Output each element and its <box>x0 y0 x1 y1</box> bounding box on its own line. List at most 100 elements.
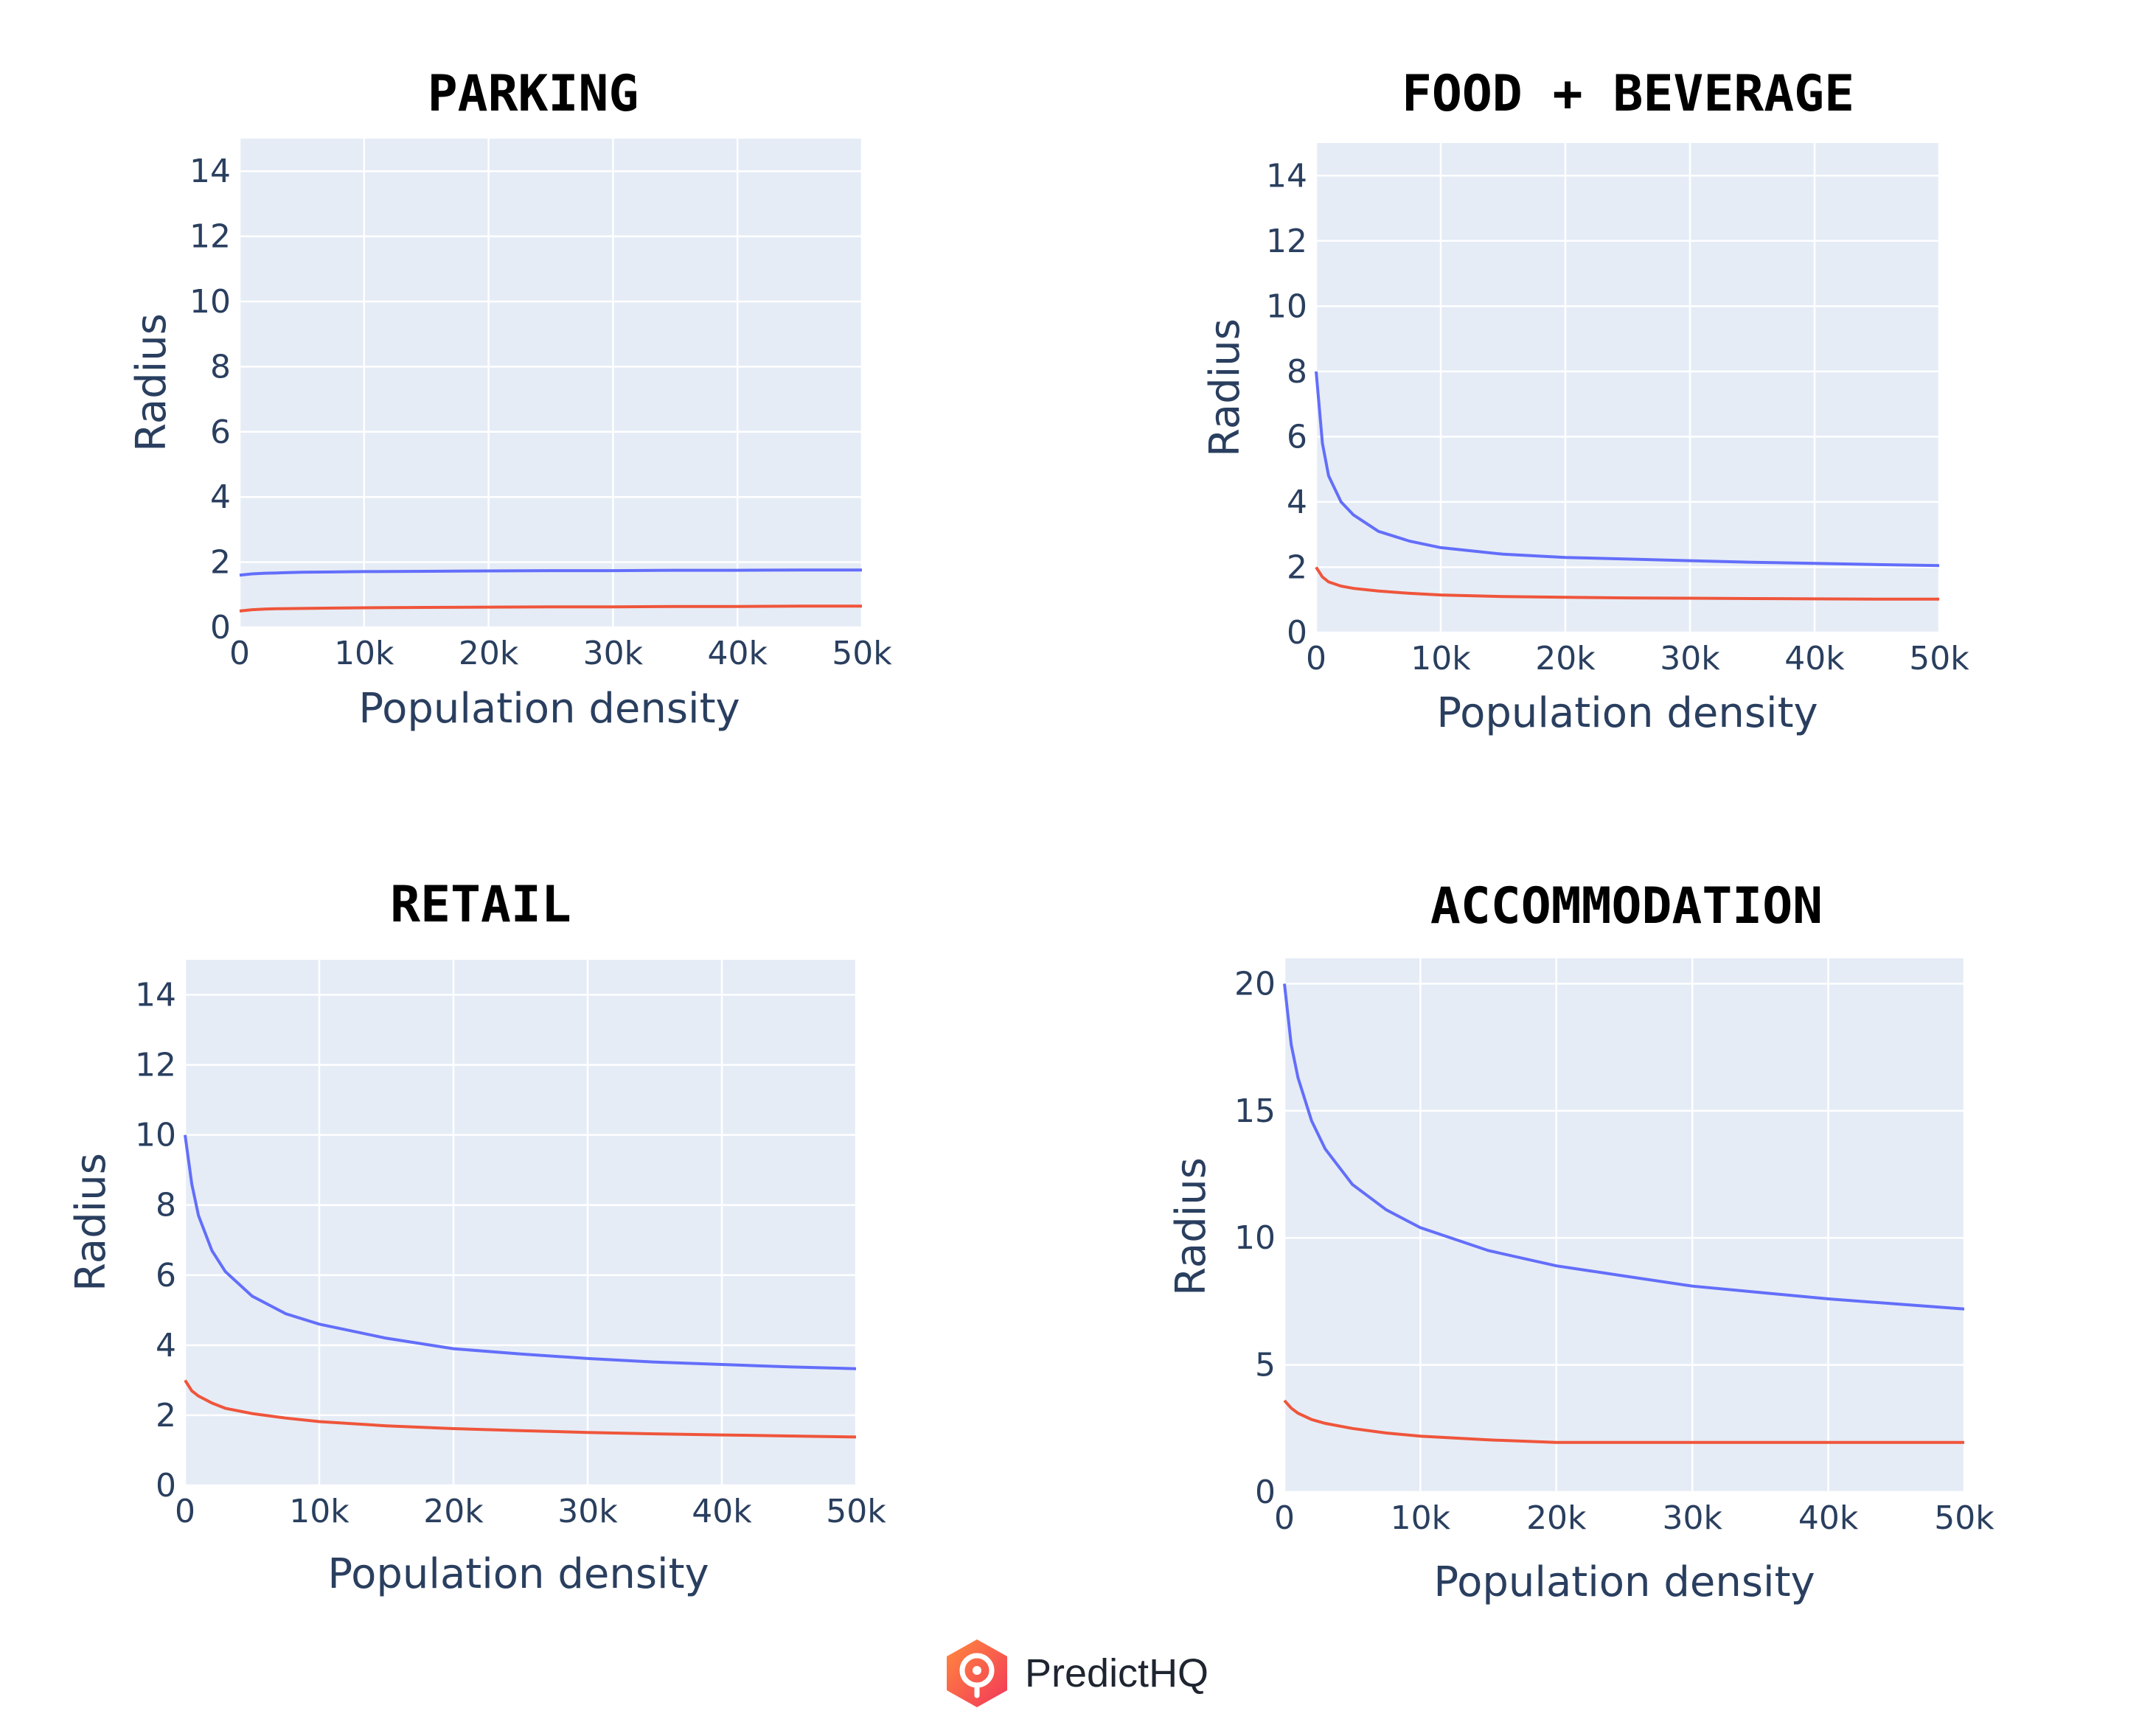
x-axis-label: Population density <box>358 685 740 733</box>
plot-area <box>1284 958 1964 1492</box>
chart-title: FOOD + BEVERAGE <box>1402 65 1854 123</box>
y-tick-label: 10 <box>135 1117 176 1154</box>
gridlines <box>1315 143 1941 634</box>
brand-name: PredictHQ <box>1025 1651 1209 1695</box>
y-tick-label: 12 <box>135 1047 176 1084</box>
plot-area <box>185 960 856 1485</box>
y-ticks: 0 5 10 15 20 <box>1234 965 1276 1511</box>
x-tick-label: 40k <box>692 1493 752 1530</box>
panel-food-beverage: FOOD + BEVERAGE 0 2 4 6 8 10 12 14 0 10k 20k 30k 40… <box>1201 65 1969 737</box>
y-tick-label: 5 <box>1255 1347 1276 1384</box>
y-axis-label: Radius <box>67 1153 115 1291</box>
y-tick-label: 12 <box>1266 223 1307 260</box>
y-ticks: 0 2 4 6 8 10 12 14 <box>135 977 176 1505</box>
y-tick-label: 4 <box>156 1327 176 1364</box>
series-line-lower <box>1315 566 1939 601</box>
y-ticks: 0 2 4 6 8 10 12 14 <box>1266 157 1307 652</box>
y-tick-label: 10 <box>1266 287 1307 325</box>
x-tick-label: 40k <box>1784 640 1845 677</box>
y-tick-label: 10 <box>189 283 231 321</box>
series-lines <box>239 568 862 613</box>
gridlines <box>238 139 863 629</box>
x-tick-label: 10k <box>334 635 394 672</box>
x-ticks: 0 10k 20k 30k 40k 50k <box>175 1493 886 1530</box>
y-tick-label: 4 <box>210 478 231 516</box>
series-line-lower <box>1283 1399 1964 1444</box>
x-ticks: 0 10k 20k 30k 40k 50k <box>1306 640 1969 677</box>
series-line-lower <box>184 1379 857 1439</box>
chart-title: RETAIL <box>390 876 571 934</box>
series-line-upper <box>239 568 862 577</box>
y-tick-label: 0 <box>156 1467 176 1505</box>
x-tick-label: 50k <box>832 635 892 672</box>
y-tick-label: 20 <box>1234 965 1276 1003</box>
chart-title: PARKING <box>428 65 639 123</box>
y-tick-label: 12 <box>189 218 231 256</box>
y-axis-label: Radius <box>128 313 175 452</box>
y-tick-label: 0 <box>1255 1474 1276 1511</box>
x-tick-label: 30k <box>583 635 644 672</box>
y-tick-label: 14 <box>189 153 231 190</box>
x-ticks: 0 10k 20k 30k 40k 50k <box>1274 1499 1994 1537</box>
y-tick-label: 6 <box>1287 418 1307 456</box>
x-tick-label: 30k <box>1660 640 1720 677</box>
y-tick-label: 8 <box>210 348 231 386</box>
x-axis-label: Population density <box>327 1550 709 1598</box>
x-ticks: 0 10k 20k 30k 40k 50k <box>229 635 892 672</box>
panel-parking: PARKING 0 2 4 6 8 10 12 14 0 10k 20k 30k 40k 50k Pop… <box>128 65 892 733</box>
y-tick-label: 4 <box>1287 484 1307 521</box>
y-tick-label: 6 <box>156 1257 176 1294</box>
y-tick-label: 14 <box>1266 157 1307 195</box>
y-ticks: 0 2 4 6 8 10 12 14 <box>189 153 231 646</box>
x-tick-label: 20k <box>423 1493 484 1530</box>
series-lines <box>1315 371 1940 601</box>
x-tick-label: 50k <box>1909 640 1969 677</box>
x-tick-label: 20k <box>459 635 519 672</box>
x-tick-label: 30k <box>557 1493 618 1530</box>
y-tick-label: 10 <box>1234 1219 1276 1257</box>
y-tick-label: 14 <box>135 977 176 1014</box>
gridlines <box>1283 958 1966 1493</box>
x-tick-label: 10k <box>1391 1499 1451 1537</box>
plot-area <box>240 139 862 627</box>
x-tick-label: 0 <box>1306 640 1326 677</box>
chart-title: ACCOMMODATION <box>1430 877 1823 935</box>
panel-retail: RETAIL 0 2 4 6 8 10 12 14 0 10k 20k 30k 40k 50k Popu… <box>67 876 886 1598</box>
x-tick-label: 20k <box>1535 640 1596 677</box>
x-axis-label: Population density <box>1433 1558 1815 1606</box>
x-tick-label: 30k <box>1662 1499 1722 1537</box>
y-tick-label: 8 <box>156 1187 176 1224</box>
x-tick-label: 50k <box>1934 1499 1994 1537</box>
x-axis-label: Population density <box>1436 689 1818 737</box>
y-tick-label: 2 <box>210 544 231 582</box>
x-tick-label: 40k <box>707 635 768 672</box>
x-tick-label: 0 <box>1274 1499 1295 1537</box>
x-tick-label: 0 <box>175 1493 195 1530</box>
y-axis-label: Radius <box>1167 1157 1215 1296</box>
x-tick-label: 50k <box>826 1493 886 1530</box>
y-tick-label: 6 <box>210 414 231 451</box>
y-tick-label: 0 <box>1287 614 1307 652</box>
plot-area <box>1316 143 1939 632</box>
x-tick-label: 40k <box>1798 1499 1859 1537</box>
y-axis-label: Radius <box>1201 318 1249 457</box>
y-tick-label: 2 <box>1287 548 1307 586</box>
series-lines <box>184 1134 857 1439</box>
y-tick-label: 8 <box>1287 353 1307 391</box>
series-line-lower <box>239 604 862 613</box>
x-tick-label: 20k <box>1526 1499 1587 1537</box>
gridlines <box>184 960 858 1487</box>
series-lines <box>1283 983 1965 1444</box>
y-tick-label: 0 <box>210 609 231 646</box>
x-tick-label: 0 <box>229 635 250 672</box>
series-line-upper <box>1283 983 1965 1311</box>
y-tick-label: 15 <box>1234 1092 1276 1130</box>
x-tick-label: 10k <box>1411 640 1471 677</box>
y-tick-label: 2 <box>156 1397 176 1435</box>
predicthq-pin-icon <box>947 1639 1007 1707</box>
series-line-upper <box>1315 371 1940 568</box>
brand-logo: PredictHQ <box>944 1636 1208 1710</box>
series-line-upper <box>184 1134 857 1370</box>
